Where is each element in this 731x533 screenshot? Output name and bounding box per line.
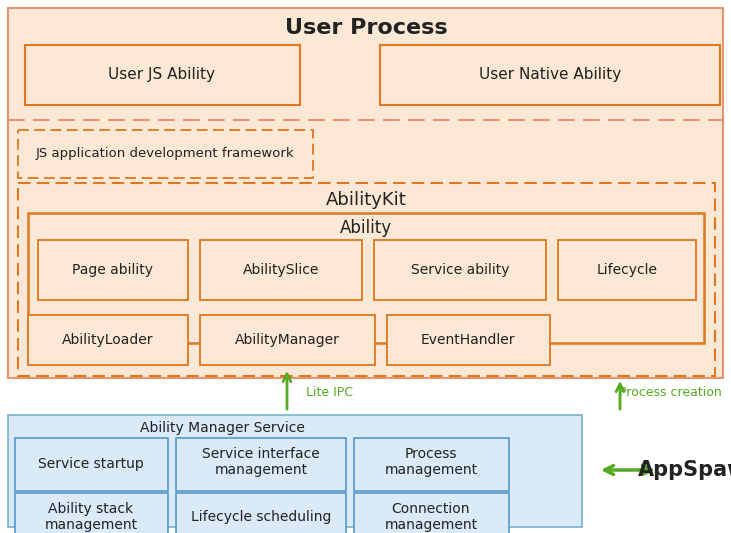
Text: AppSpawn: AppSpawn — [638, 460, 731, 480]
Text: Process creation: Process creation — [618, 386, 721, 400]
Bar — [558, 240, 696, 300]
Bar — [176, 438, 346, 491]
Text: EventHandler: EventHandler — [421, 333, 515, 347]
Text: Ability stack
management: Ability stack management — [45, 502, 137, 532]
Text: User Native Ability: User Native Ability — [479, 68, 621, 83]
Bar — [380, 45, 720, 105]
Bar — [28, 315, 188, 365]
Text: Service interface
management: Service interface management — [202, 447, 320, 477]
Bar — [354, 493, 509, 533]
Bar — [15, 493, 168, 533]
Text: Page ability: Page ability — [72, 263, 154, 277]
Text: AbilitySlice: AbilitySlice — [243, 263, 319, 277]
Text: Service ability: Service ability — [411, 263, 510, 277]
Bar — [200, 240, 362, 300]
Bar — [25, 45, 300, 105]
Text: JS application development framework: JS application development framework — [36, 148, 295, 160]
Text: AbilityKit: AbilityKit — [325, 191, 406, 209]
Text: Process
management: Process management — [385, 447, 477, 477]
Bar — [8, 415, 582, 527]
Bar — [387, 315, 550, 365]
Text: Ability Manager Service: Ability Manager Service — [140, 421, 304, 435]
Bar — [28, 213, 704, 343]
Bar — [15, 438, 168, 491]
Bar — [374, 240, 546, 300]
Text: AbilityManager: AbilityManager — [235, 333, 339, 347]
Text: User Process: User Process — [284, 18, 447, 38]
Text: Service startup: Service startup — [38, 457, 144, 471]
Text: User JS Ability: User JS Ability — [108, 68, 216, 83]
Bar — [176, 493, 346, 533]
Text: Connection
management: Connection management — [385, 502, 477, 532]
Text: AbilityLoader: AbilityLoader — [62, 333, 154, 347]
Text: Lite IPC: Lite IPC — [306, 386, 354, 400]
Bar — [8, 8, 723, 378]
Bar — [38, 240, 188, 300]
Bar — [18, 183, 715, 376]
Bar — [354, 438, 509, 491]
Text: Lifecycle: Lifecycle — [596, 263, 657, 277]
Text: Lifecycle scheduling: Lifecycle scheduling — [191, 510, 331, 524]
Bar — [18, 130, 313, 178]
Bar — [200, 315, 375, 365]
Text: Ability: Ability — [340, 219, 392, 237]
